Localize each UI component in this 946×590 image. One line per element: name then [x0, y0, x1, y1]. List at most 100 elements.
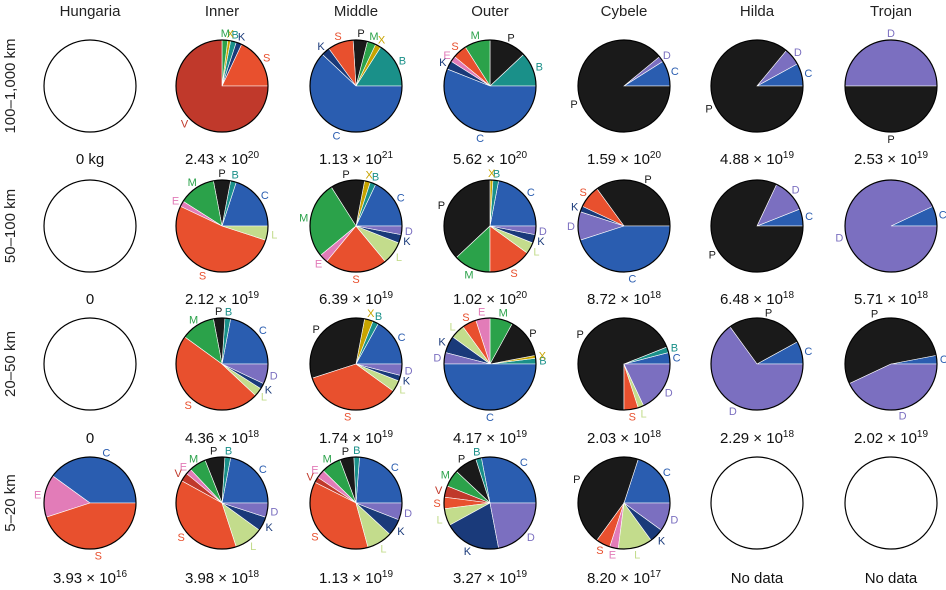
slice-label-S: S	[95, 550, 102, 562]
slice-label-L: L	[437, 514, 443, 526]
pie-outline	[443, 179, 537, 273]
slice-label-C: C	[476, 133, 484, 145]
slice-label-M: M	[221, 28, 230, 40]
mass-label-middle-row1: 1.13 × 1021	[319, 150, 394, 168]
pie-middle-row3: C BX P S LKD	[309, 308, 413, 423]
slice-label-P: P	[871, 309, 878, 321]
slice-label-K: K	[317, 41, 325, 53]
mass-base: 2.12 × 10	[185, 291, 248, 308]
mass-exponent: 16	[116, 569, 128, 580]
pie-outline	[577, 39, 671, 133]
mass-labels: 0 kg 2.43 × 1020 1.13 × 1021 5.62 × 1020 1.5…	[53, 150, 929, 587]
slice-label-C: C	[663, 467, 671, 479]
row-headers: 100–1,000 km 50–100 km 20–50 km 5–20 km	[2, 38, 19, 531]
mass-label-middle-row3: 1.74 × 1019	[319, 429, 394, 447]
mass-label-cybele-row1: 1.59 × 1020	[587, 150, 662, 168]
slice-P-trojan-row1	[844, 85, 938, 133]
mass-exponent: 20	[650, 150, 662, 161]
mass-label-hungaria-row1: 0 kg	[76, 151, 104, 168]
pie-middle-row1: B XMP SK C	[309, 28, 406, 142]
pie-middle-row2: C BX P M E S LKD	[299, 169, 413, 286]
pie-hungaria-row2	[43, 179, 137, 273]
slice-label-E: E	[34, 490, 41, 502]
slice-label-C: C	[804, 68, 812, 80]
pie-outline	[175, 456, 269, 550]
slice-label-P: P	[357, 28, 364, 40]
mass-exponent: 19	[516, 429, 528, 440]
slice-label-C: C	[940, 354, 946, 366]
slice-label-C: C	[391, 462, 399, 474]
pie-trojan-row3: C P D	[844, 309, 946, 423]
slice-label-K: K	[266, 522, 274, 534]
column-header-inner: Inner	[205, 3, 239, 20]
mass-label-hungaria-row2: 0	[86, 291, 94, 308]
pie-outline	[710, 179, 804, 273]
slice-label-X: X	[366, 170, 374, 182]
slice-label-D: D	[270, 371, 278, 383]
mass-label-inner-row2: 2.12 × 1019	[185, 290, 260, 308]
slice-label-E: E	[609, 550, 616, 562]
mass-base: 2.53 × 10	[854, 151, 917, 168]
mass-label-hilda-row1: 4.88 × 1019	[720, 150, 795, 168]
row-header-1: 100–1,000 km	[2, 38, 19, 133]
mass-label-cybele-row3: 2.03 × 1018	[587, 429, 662, 447]
mass-label-hungaria-row3: 0	[86, 430, 94, 447]
slice-label-D: D	[433, 352, 441, 364]
slice-label-P: P	[210, 446, 217, 458]
slice-label-B: B	[225, 445, 232, 457]
slice-label-D: D	[567, 221, 575, 233]
mass-base: 0	[86, 291, 94, 308]
mass-label-trojan-row1: 2.53 × 1019	[854, 150, 929, 168]
mass-exponent: 18	[783, 290, 795, 301]
pie-outline	[577, 179, 671, 273]
pie-outline	[844, 456, 938, 550]
pie-outline	[844, 39, 938, 133]
slice-label-P: P	[644, 174, 651, 186]
mass-label-inner-row3: 4.36 × 1018	[185, 429, 260, 447]
mass-exponent: 20	[516, 290, 528, 301]
mass-exponent: 19	[382, 569, 394, 580]
slice-label-L: L	[449, 322, 455, 334]
slice-label-B: B	[232, 30, 239, 42]
slice-label-E: E	[311, 465, 318, 477]
slice-label-K: K	[571, 202, 579, 214]
pie-outline	[844, 317, 938, 411]
pie-trojan-row1: DP	[844, 28, 938, 146]
slice-label-S: S	[185, 400, 192, 412]
slice-label-B: B	[671, 343, 678, 355]
pie-hungaria-row1	[43, 39, 137, 133]
pie-outline	[443, 39, 537, 133]
mass-label-hilda-row2: 6.48 × 1018	[720, 290, 795, 308]
mass-base: 3.27 × 10	[453, 570, 516, 587]
mass-base: 4.17 × 10	[453, 430, 516, 447]
slice-label-M: M	[323, 454, 332, 466]
slice-label-B: B	[493, 168, 500, 180]
mass-base: 6.48 × 10	[720, 291, 783, 308]
slice-label-X: X	[227, 29, 235, 41]
slice-label-C: C	[671, 66, 679, 78]
slice-label-P: P	[570, 99, 577, 111]
slice-label-L: L	[380, 543, 386, 555]
pie-outer-row1: B P M SEK C	[439, 30, 543, 145]
pie-outline	[43, 317, 137, 411]
slice-label-P: P	[705, 104, 712, 116]
mass-label-outer-row4: 3.27 × 1019	[453, 569, 528, 587]
row-header-2: 50–100 km	[2, 189, 19, 263]
slice-label-S: S	[334, 31, 341, 43]
slice-label-K: K	[403, 236, 411, 248]
slice-label-B: B	[225, 306, 232, 318]
pie-outline	[443, 317, 537, 411]
column-header-hilda: Hilda	[740, 3, 775, 20]
mass-base: 4.36 × 10	[185, 430, 248, 447]
slice-label-M: M	[471, 30, 480, 42]
slice-label-P: P	[709, 249, 716, 261]
pie-outline	[577, 456, 671, 550]
mass-base: 6.39 × 10	[319, 291, 382, 308]
pie-outer-row2: C BX P M S LKD	[438, 168, 547, 282]
slice-label-L: L	[533, 247, 539, 259]
pie-outline	[43, 456, 137, 550]
slice-label-S: S	[311, 532, 318, 544]
slice-label-D: D	[539, 226, 547, 238]
column-header-outer: Outer	[471, 3, 509, 20]
